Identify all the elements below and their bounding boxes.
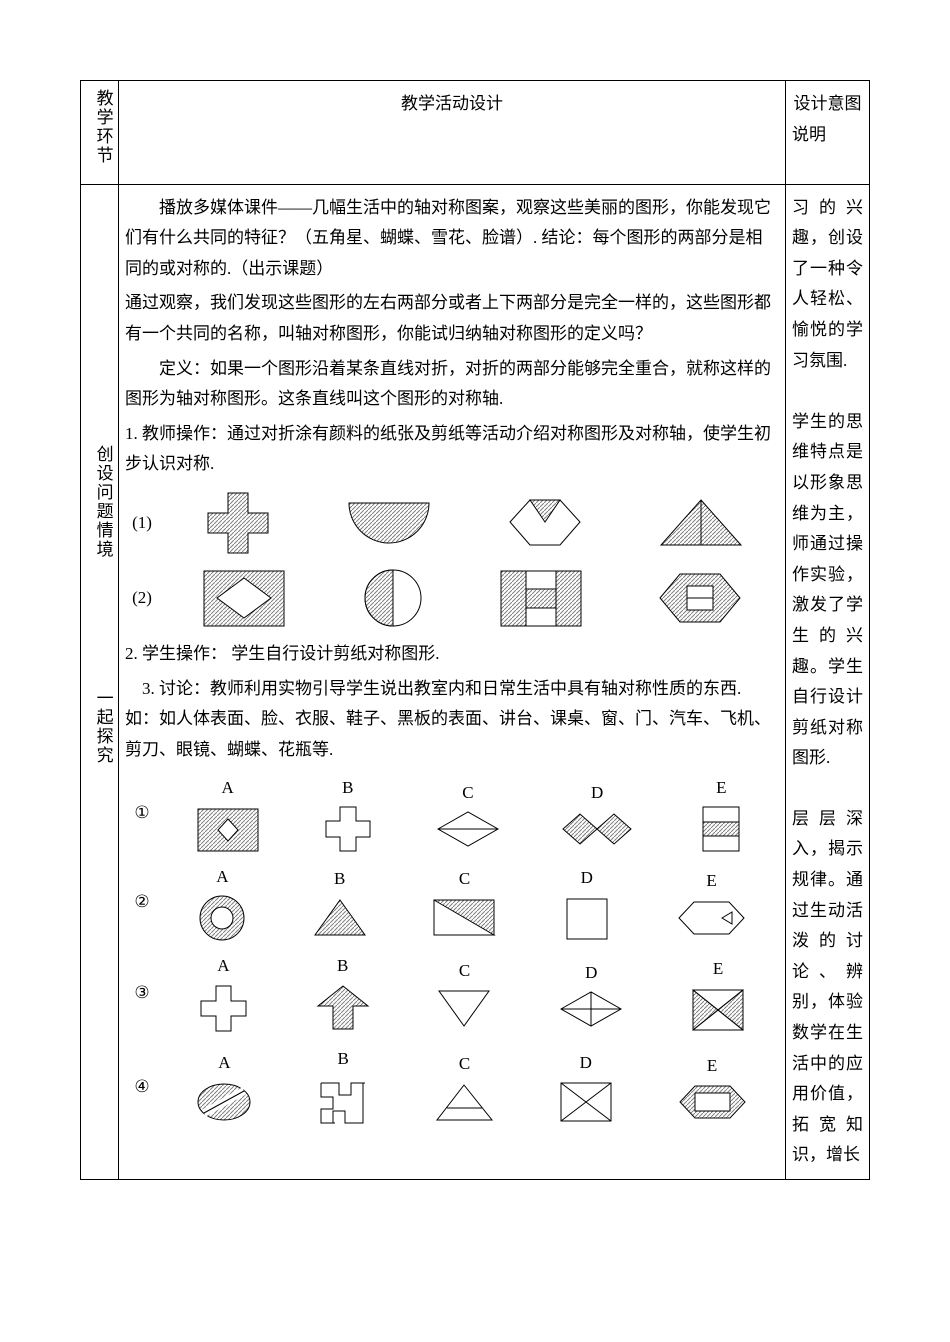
shape-a4-icon	[194, 1078, 254, 1126]
shape-halfcircle-icon	[358, 566, 428, 631]
para-definition: 定义：如果一个图形沿着某条直线对折，对折的两部分能够完全重合，就称这样的图形为轴…	[125, 354, 779, 415]
shape-c1-icon	[433, 809, 503, 849]
figure-set-2: ① A B C	[125, 773, 779, 1129]
document-page: 教学环节 教学活动设计 设计意图说明 创设问题情境 一起探究 播放多媒体课件——…	[0, 0, 950, 1220]
col-label-e3: E	[688, 954, 748, 985]
col-label-d4: D	[556, 1048, 616, 1079]
para-student-op: 2. 学生操作： 学生自行设计剪纸对称图形.	[125, 639, 779, 670]
shape-e1-icon	[691, 804, 751, 854]
shape-d1-icon	[558, 809, 636, 849]
fig1-label: (1)	[125, 508, 159, 539]
figure-set-1: (1)	[125, 488, 779, 631]
col-label-a: A	[193, 773, 263, 804]
table-body-row: 创设问题情境 一起探究 播放多媒体课件——几幅生活中的轴对称图案，观察这些美丽的…	[81, 184, 870, 1179]
stage-cell: 创设问题情境 一起探究	[81, 184, 119, 1179]
shape-b4-icon	[313, 1075, 373, 1130]
shape-cross-icon	[198, 488, 278, 558]
col-label-a2: A	[195, 862, 250, 893]
table-header-row: 教学环节 教学活动设计 设计意图说明	[81, 81, 870, 185]
header-intent: 设计意图说明	[786, 81, 870, 185]
grid-row-1: ① A B C	[125, 773, 779, 854]
figure-row-1: (1)	[125, 488, 779, 558]
col-label-b3: B	[313, 951, 373, 982]
stage-label-1: 创设问题情境	[87, 445, 118, 559]
col-label-b4: B	[313, 1044, 373, 1075]
header-activity-label: 教学活动设计	[401, 94, 503, 113]
col-label-b: B	[318, 773, 378, 804]
shape-d3-icon	[556, 989, 626, 1029]
shape-a2-icon	[195, 893, 250, 943]
shape-semicircle-icon	[344, 498, 434, 548]
shape-d4-icon	[556, 1078, 616, 1126]
col-label-d3: D	[556, 958, 626, 989]
stage-label-2: 一起探究	[87, 689, 118, 765]
para-intro-2: 通过观察，我们发现这些图形的左右两部分或者上下两部分是完全一样的，这些图形都有一…	[125, 288, 779, 349]
grid-row1-label: ①	[125, 798, 159, 829]
col-label-e: E	[691, 773, 751, 804]
shape-a3-icon	[196, 981, 251, 1036]
header-stage-label: 教学环节	[87, 89, 118, 165]
col-label-d2: D	[559, 863, 614, 894]
grid-row2-label: ②	[125, 887, 159, 918]
header-activity: 教学活动设计	[119, 81, 786, 185]
grid-row4-label: ④	[125, 1072, 159, 1103]
grid-row-3: ③ A B C D E	[125, 951, 779, 1037]
shape-e3-icon	[688, 985, 748, 1033]
grid-row-4: ④ A B C D E	[125, 1044, 779, 1130]
col-label-c3: C	[434, 956, 494, 987]
col-label-a4: A	[194, 1048, 254, 1079]
intent-cell: 习的兴趣，创设了一种令人轻松、愉悦的学习氛围. 学生的思维特点是以形象思维为主，…	[786, 184, 870, 1179]
para-intro-1: 播放多媒体课件——几幅生活中的轴对称图案，观察这些美丽的图形，你能发现它们有什么…	[125, 193, 779, 285]
shape-hexagon-square-icon	[655, 566, 745, 631]
para-discussion: 3. 讨论：教师利用实物引导学生说出教室内和日常生活中具有轴对称性质的东西. 如…	[125, 674, 779, 766]
lesson-table: 教学环节 教学活动设计 设计意图说明 创设问题情境 一起探究 播放多媒体课件——…	[80, 80, 870, 1180]
intent-text-1: 习的兴趣，创设了一种令人轻松、愉悦的学习氛围. 学生的思维特点是以形象思维为主，…	[792, 193, 863, 774]
shape-a1-icon	[193, 804, 263, 854]
header-intent-label: 设计意图说明	[792, 94, 862, 144]
intent-text-2: 层层深入，揭示规律。通过生动活泼的讨论、辨别，体验数学在生活中的应用价值，拓宽知…	[792, 804, 863, 1171]
shape-c4-icon	[432, 1080, 497, 1125]
para-teacher-op: 1. 教师操作：通过对折涂有颜料的纸张及剪纸等活动介绍对称图形及对称轴，使学生初…	[125, 419, 779, 480]
figure-row-2: (2)	[125, 566, 779, 631]
shape-c3-icon	[434, 986, 494, 1031]
grid-row-2: ② A B C D E	[125, 862, 779, 943]
shape-e2-icon	[674, 897, 749, 939]
col-label-b2: B	[310, 864, 370, 895]
shape-c2-icon	[429, 895, 499, 940]
col-label-c: C	[433, 778, 503, 809]
header-stage: 教学环节	[81, 81, 119, 185]
shape-d2-icon	[559, 894, 614, 942]
col-label-c2: C	[429, 864, 499, 895]
shape-ibeam-icon	[496, 566, 586, 631]
shape-b3-icon	[313, 981, 373, 1036]
fig2-label: (2)	[125, 583, 159, 614]
col-label-a3: A	[196, 951, 251, 982]
shape-b2-icon	[310, 895, 370, 940]
shape-b1-icon	[318, 804, 378, 854]
shape-e4-icon	[675, 1081, 750, 1123]
col-label-e4: E	[675, 1051, 750, 1082]
col-label-c4: C	[432, 1049, 497, 1080]
grid-row3-label: ③	[125, 978, 159, 1009]
col-label-d: D	[558, 778, 636, 809]
shape-square-diamond-icon	[199, 566, 289, 631]
activity-cell: 播放多媒体课件——几幅生活中的轴对称图案，观察这些美丽的图形，你能发现它们有什么…	[119, 184, 786, 1179]
shape-triangle-icon	[656, 495, 746, 550]
col-label-e2: E	[674, 866, 749, 897]
shape-hexagon-fold-icon	[500, 495, 590, 550]
